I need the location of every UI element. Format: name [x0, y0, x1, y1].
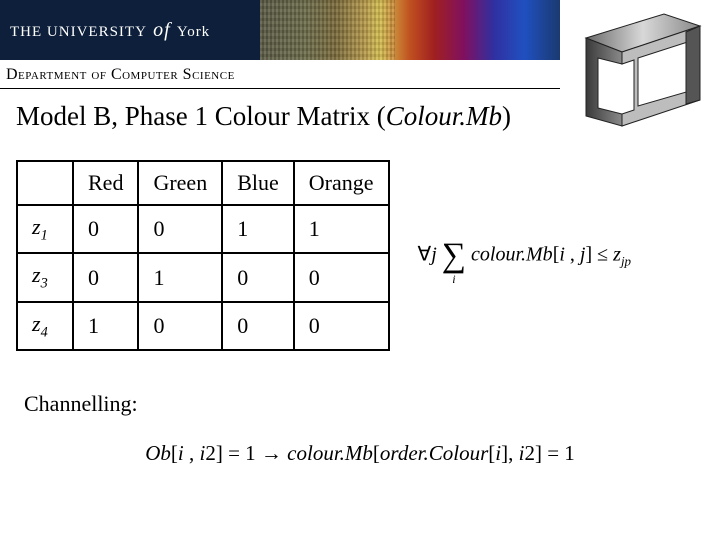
table-row: z3 0 1 0 0	[17, 253, 389, 301]
univ-prefix: THE UNIVERSITY	[10, 24, 146, 40]
var-j: j	[431, 243, 437, 265]
constraint-formula: ∀j ∑ i colour.Mb[i , j] ≤ zjp	[418, 239, 632, 273]
title-close: )	[502, 101, 511, 131]
title-italic: Colour.Mb	[386, 101, 502, 131]
cell: 1	[294, 205, 389, 253]
matrix-and-formula-row: Red Green Blue Orange z1 0 0 1 1 z3 0 1 …	[16, 160, 704, 351]
cell: 0	[294, 253, 389, 301]
cell: 0	[73, 205, 138, 253]
col-header: Green	[138, 161, 222, 205]
row-label: z4	[17, 302, 73, 350]
university-name: THE UNIVERSITY of York	[10, 19, 210, 42]
steel-beam-icon	[578, 6, 708, 136]
cell: 0	[73, 253, 138, 301]
row-label: z1	[17, 205, 73, 253]
cell: 0	[294, 302, 389, 350]
col-header: Red	[73, 161, 138, 205]
univ-name: York	[177, 24, 210, 40]
sigma-symbol: ∑ i	[442, 239, 466, 273]
channelling-formula: Ob[i , i2] = 1 → colour.Mb[order.Colour[…	[16, 441, 704, 466]
banner-spectrum-image	[260, 0, 560, 60]
cell: 0	[222, 253, 294, 301]
corner-cell	[17, 161, 73, 205]
col-header: Blue	[222, 161, 294, 205]
univ-of: of	[153, 19, 171, 41]
table-header-row: Red Green Blue Orange	[17, 161, 389, 205]
forall-symbol: ∀	[418, 243, 432, 265]
col-header: Orange	[294, 161, 389, 205]
channelling-label: Channelling:	[24, 391, 704, 417]
func-name: colour.Mb	[471, 243, 553, 265]
department-line: Department of Computer Science	[0, 60, 560, 89]
cell: 1	[73, 302, 138, 350]
table-row: z1 0 0 1 1	[17, 205, 389, 253]
sigma-sub: i	[452, 273, 455, 285]
colour-matrix-table: Red Green Blue Orange z1 0 0 1 1 z3 0 1 …	[16, 160, 390, 351]
table-row: z4 1 0 0 0	[17, 302, 389, 350]
cell: 1	[138, 253, 222, 301]
cell: 0	[222, 302, 294, 350]
cell: 0	[138, 302, 222, 350]
row-label: z3	[17, 253, 73, 301]
cell: 0	[138, 205, 222, 253]
title-plain: Model B, Phase 1 Colour Matrix (	[16, 101, 386, 131]
slide-content: Model B, Phase 1 Colour Matrix (Colour.M…	[0, 89, 720, 466]
cell: 1	[222, 205, 294, 253]
university-logo-block: THE UNIVERSITY of York	[0, 0, 260, 60]
header-banner: THE UNIVERSITY of York	[0, 0, 560, 60]
